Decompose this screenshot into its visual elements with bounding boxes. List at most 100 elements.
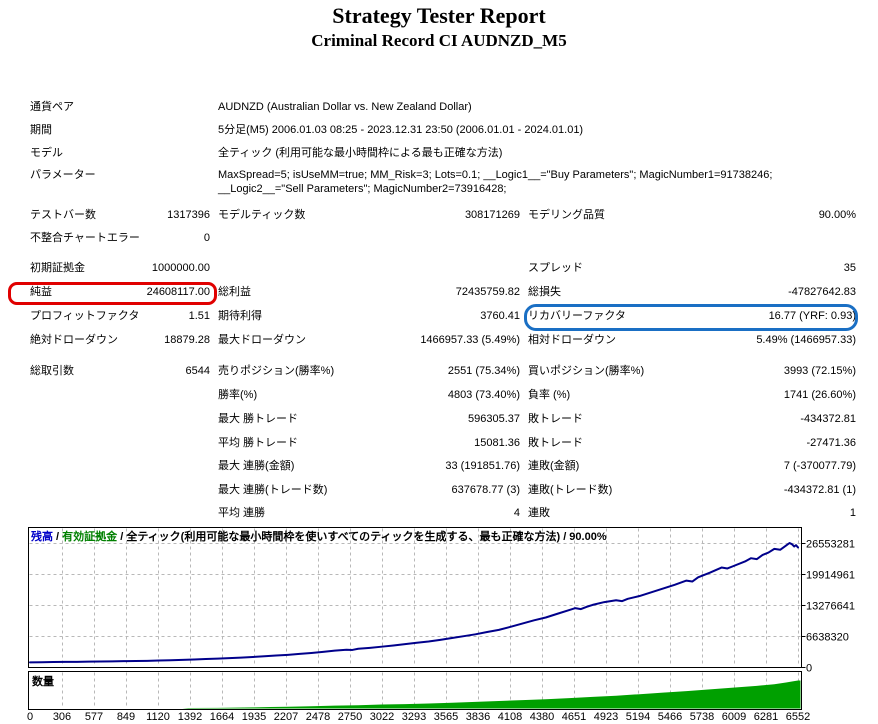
x-axis-tick-label: 5466 [658, 711, 682, 723]
stat-label-1: 絶対ドローダウン [30, 334, 118, 346]
stat-label-1: 初期証拠金 [30, 262, 85, 274]
x-axis-tick-label: 2207 [274, 711, 298, 723]
x-axis-tick-label: 2478 [306, 711, 330, 723]
y-axis-tick-label: 0 [806, 663, 812, 675]
stat-value-3: 1741 (26.60%) [783, 389, 856, 401]
x-axis-tick-label: 3836 [466, 711, 490, 723]
stat-label-3: スプレッド [528, 262, 583, 274]
y-axis-tick-label: 13276641 [806, 601, 855, 613]
stat-label-3: 連敗(トレード数) [528, 484, 613, 496]
stat-label-2: 最大 連勝(金額) [218, 460, 295, 472]
stat-value-3: 1 [849, 507, 856, 519]
balance-curve [29, 542, 799, 664]
stat-value-1: 1.51 [188, 310, 210, 322]
x-axis-tick-label: 1392 [178, 711, 202, 723]
stat-label-1: 不整合チャートエラー [30, 232, 140, 244]
stat-label-3: モデリング品質 [528, 209, 605, 221]
stat-value-2: 4 [513, 507, 520, 519]
stat-label-1: プロフィットファクタ [30, 310, 140, 322]
stat-label-3: 買いポジション(勝率%) [528, 365, 645, 377]
stat-value-2: 33 (191851.76) [445, 460, 520, 472]
x-axis-tick-label: 6552 [786, 711, 810, 723]
stat-value-3: -434372.81 (1) [783, 484, 856, 496]
y-axis-tick-label: 19914961 [806, 570, 855, 582]
stat-label-2: 最大 勝トレード [218, 413, 299, 425]
stat-value-2: 72435759.82 [455, 286, 520, 298]
stat-value-3: -27471.36 [806, 437, 856, 449]
info-label: 期間 [30, 124, 52, 136]
stat-label-2: 平均 連勝 [218, 507, 266, 519]
stat-value-1: 18879.28 [164, 334, 210, 346]
x-axis-tick-label: 849 [117, 711, 135, 723]
info-label: パラメーター [30, 169, 96, 181]
stat-label-1: 総取引数 [30, 365, 74, 377]
stat-label-3: 連敗 [528, 507, 550, 519]
stat-value-1: 24608117.00 [146, 286, 210, 298]
x-axis-tick-label: 1664 [210, 711, 234, 723]
chart-legend-part: 全ティック(利用可能な最小時間枠を使いすべてのティックを生成する、最も正確な方法… [126, 531, 607, 543]
stat-label-2: 期待利得 [218, 310, 262, 322]
x-axis-tick-label: 2750 [338, 711, 362, 723]
stat-value-2: 2551 (75.34%) [447, 365, 520, 377]
stat-label-2: 最大ドローダウン [218, 334, 306, 346]
stat-value-3: -434372.81 [800, 413, 856, 425]
stat-value-2: 1466957.33 (5.49%) [420, 334, 520, 346]
x-axis-tick-label: 306 [53, 711, 71, 723]
stat-label-2: モデルティック数 [218, 209, 306, 221]
stat-label-2: 平均 勝トレード [218, 437, 299, 449]
y-axis-tick-label: 6638320 [806, 632, 849, 644]
stat-label-2: 勝率(%) [218, 389, 258, 401]
stat-value-3: 16.77 (YRF: 0.93) [768, 310, 856, 322]
x-axis-tick-label: 4108 [498, 711, 522, 723]
x-axis-tick-label: 1120 [146, 711, 170, 723]
stat-value-2: 637678.77 (3) [451, 484, 521, 496]
info-value: AUDNZD (Australian Dollar vs. New Zealan… [218, 101, 472, 113]
stat-value-3: 35 [843, 262, 856, 274]
x-axis-tick-label: 3293 [402, 711, 426, 723]
stat-label-3: 敗トレード [528, 413, 583, 425]
stat-value-3: 90.00% [818, 209, 856, 221]
info-value: MaxSpread=5; isUseMM=true; MM_Risk=3; Lo… [218, 169, 773, 195]
x-axis-tick-label: 3022 [370, 711, 394, 723]
charts-svg: 26553281 19914961 13276641 6638320 0 0 306 577 8… [27, 527, 855, 723]
stat-value-1: 1317396 [167, 209, 210, 221]
chart-legend-part: 有効証拠金 [62, 531, 118, 543]
volume-chart-label: 数量 [32, 676, 54, 688]
x-axis-tick-label: 6281 [754, 711, 778, 723]
page-subtitle: Criminal Record CI AUDNZD_M5 [311, 31, 567, 50]
stat-label-2: 売りポジション(勝率%) [218, 365, 335, 377]
stat-value-3: 3993 (72.15%) [783, 365, 856, 377]
x-axis-tick-label: 4651 [562, 711, 586, 723]
x-axis-tick-label: 4380 [530, 711, 554, 723]
y-axis-tick-label: 26553281 [806, 539, 855, 551]
stat-label-3: 負率 (%) [528, 389, 571, 401]
stat-value-2: 15081.36 [474, 437, 520, 449]
x-axis-tick-label: 577 [85, 711, 103, 723]
stat-value-2: 3760.41 [480, 310, 520, 322]
info-label: モデル [30, 147, 63, 159]
stat-label-1: テストバー数 [30, 209, 96, 221]
info-value: 5分足(M5) 2006.01.03 08:25 - 2023.12.31 23… [218, 124, 584, 136]
stat-value-1: 6544 [185, 365, 210, 377]
chart-legend-part: / [117, 531, 127, 543]
stat-label-3: リカバリーファクタ [528, 310, 626, 322]
chart-legend: 残高 / 有効証拠金 / 全ティック(利用可能な最小時間枠を使いすべてのティック… [31, 528, 607, 544]
chart-legend-part: / [53, 531, 63, 543]
stat-value-1: 0 [203, 232, 210, 244]
page-title: Strategy Tester Report [332, 3, 546, 28]
stat-value-3: -47827642.83 [788, 286, 856, 298]
stat-value-3: 7 (-370077.79) [783, 460, 856, 472]
x-axis-tick-label: 5738 [690, 711, 714, 723]
stat-value-1: 1000000.00 [151, 262, 210, 274]
stat-value-2: 308171269 [464, 209, 520, 221]
volume-area [29, 680, 801, 709]
chart-legend-part: 残高 [31, 531, 53, 543]
stat-label-2: 総利益 [218, 286, 251, 298]
stat-value-2: 596305.37 [468, 413, 520, 425]
x-axis-tick-label: 6009 [722, 711, 746, 723]
stat-label-3: 総損失 [528, 286, 561, 298]
volume-chart-border [28, 671, 802, 710]
balance-chart-border [28, 527, 802, 668]
x-axis-tick-label: 1935 [242, 711, 266, 723]
